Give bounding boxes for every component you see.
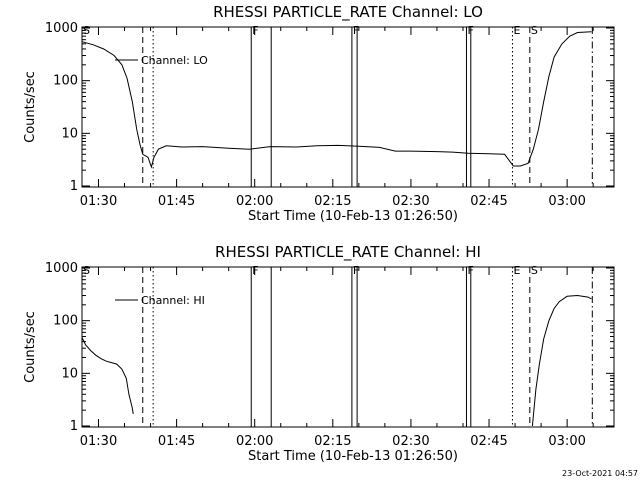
event-marker-label: S [531, 264, 538, 277]
x-tick-label: 02:15 [314, 194, 351, 209]
chart-title: RHESSI PARTICLE_RATE Channel: HI [215, 243, 481, 262]
x-tick-label: 01:45 [158, 194, 195, 209]
plot-frame [81, 26, 615, 188]
x-axis-label: Start Time (10-Feb-13 01:26:50) [248, 449, 458, 464]
y-tick-label: 1 [70, 419, 78, 434]
x-tick-label: 01:45 [158, 434, 195, 449]
series-line [531, 294, 592, 427]
legend-entry: Channel: HI [141, 294, 205, 307]
plot-frame [81, 266, 615, 428]
x-tick-label: 02:15 [314, 434, 351, 449]
event-marker-label: S [83, 264, 90, 277]
y-tick-label: 100 [53, 314, 78, 329]
event-marker-label: E [513, 24, 520, 37]
event-marker-label: F [353, 264, 359, 277]
event-marker-label: F [252, 264, 258, 277]
y-tick-label: 10 [61, 126, 78, 141]
x-tick-label: 02:45 [470, 434, 507, 449]
y-tick-label: 10 [61, 366, 78, 381]
y-tick-label: 1000 [45, 261, 78, 276]
y-tick-label: 1000 [45, 21, 78, 36]
y-axis-label: Counts/sec [23, 311, 38, 383]
y-tick-label: 1 [70, 179, 78, 194]
x-tick-label: 02:30 [392, 434, 429, 449]
plot-timestamp: 23-Oct-2021 04:57 [562, 469, 638, 478]
y-tick-label: 100 [53, 74, 78, 89]
x-tick-label: 02:45 [470, 194, 507, 209]
x-tick-label: 02:00 [236, 194, 273, 209]
chart-title: RHESSI PARTICLE_RATE Channel: LO [213, 3, 483, 22]
y-axis-label: Counts/sec [23, 71, 38, 143]
series-line [81, 31, 592, 169]
event-marker-label: S [531, 24, 538, 37]
series-line [81, 337, 134, 414]
x-tick-label: 01:30 [80, 434, 117, 449]
event-marker-label: F [353, 24, 359, 37]
x-tick-label: 01:30 [80, 194, 117, 209]
event-marker-label: S [83, 24, 90, 37]
x-tick-label: 03:00 [548, 194, 585, 209]
x-tick-label: 02:30 [392, 194, 429, 209]
x-tick-label: 03:00 [548, 434, 585, 449]
event-marker-label: E [513, 264, 520, 277]
x-tick-label: 02:00 [236, 434, 273, 449]
event-marker-label: F [252, 24, 258, 37]
legend-entry: Channel: LO [141, 54, 208, 67]
x-axis-label: Start Time (10-Feb-13 01:26:50) [248, 209, 458, 224]
